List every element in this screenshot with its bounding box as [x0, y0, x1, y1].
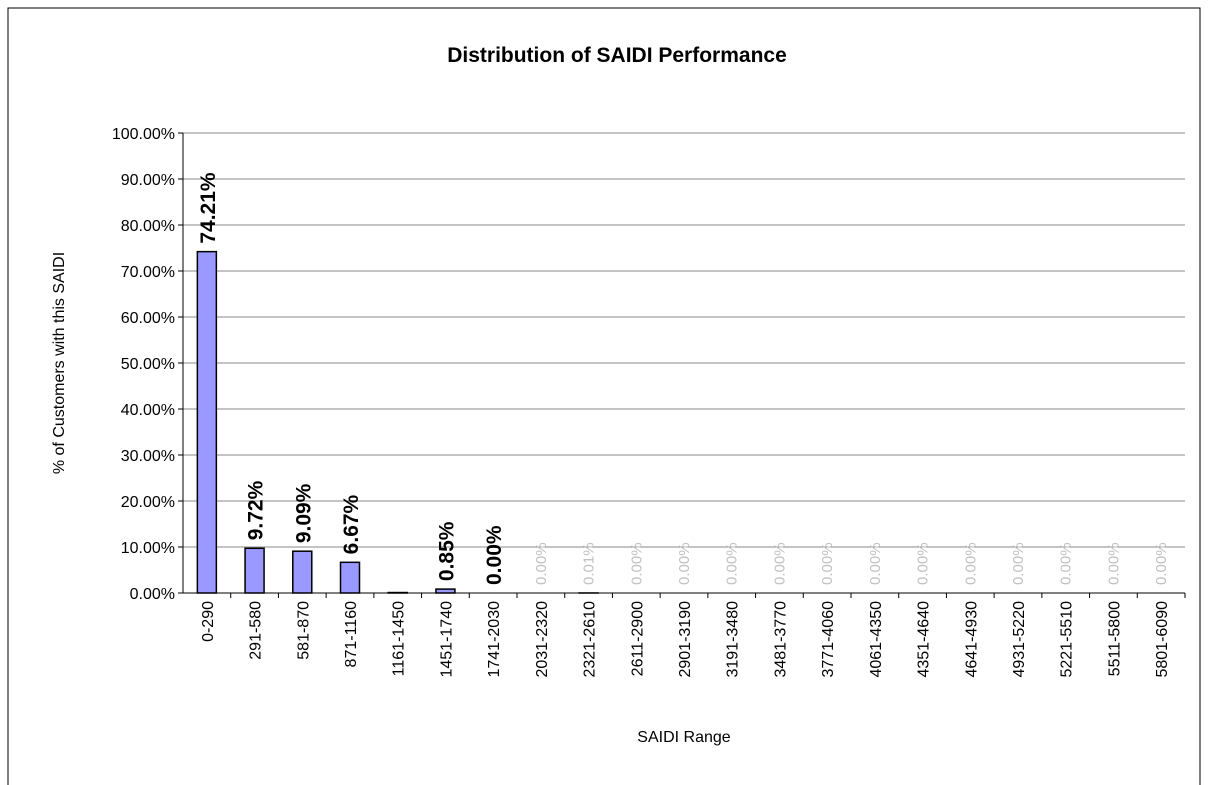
x-tick-label: 2321-2610 — [582, 601, 599, 678]
value-label: 9.09% — [292, 483, 315, 543]
bar — [244, 547, 265, 594]
x-tick-label: 4061-4350 — [868, 601, 885, 678]
value-label: 0.00% — [483, 525, 506, 585]
x-tick-label: 1741-2030 — [486, 601, 503, 678]
y-tick-label: 40.00% — [121, 402, 175, 419]
x-tick-label: 5801-6090 — [1154, 601, 1171, 678]
x-tick-label: 5511-5800 — [1106, 601, 1123, 676]
value-label: 0.00% — [533, 542, 550, 585]
x-tick-label: 2611-2900 — [629, 601, 646, 676]
x-tick-label: 3771-4060 — [820, 601, 837, 678]
x-tick-label: 291-580 — [248, 601, 265, 660]
value-label: 6.67% — [340, 494, 363, 554]
x-tick-label: 1451-1740 — [438, 601, 455, 678]
y-tick-label: 90.00% — [121, 172, 175, 189]
x-tick-label: 2901-3190 — [677, 601, 694, 678]
x-tick-label: 0-290 — [200, 601, 217, 642]
bar — [339, 561, 361, 594]
value-label: 0.00% — [1010, 542, 1027, 585]
value-label: 0.00% — [1153, 542, 1170, 585]
value-label: 0.00% — [1058, 542, 1075, 585]
value-label: 0.00% — [628, 542, 645, 585]
x-tick-label: 5221-5510 — [1059, 601, 1076, 678]
y-tick-label: 60.00% — [121, 310, 175, 327]
bar — [196, 250, 218, 594]
bar — [292, 550, 313, 594]
bar — [435, 588, 456, 594]
x-tick-label: 4351-4640 — [916, 601, 933, 678]
y-tick-label: 80.00% — [121, 218, 175, 235]
x-tick-label: 3481-3770 — [772, 601, 789, 678]
y-tick-label: 10.00% — [121, 540, 175, 557]
x-tick-label: 4931-5220 — [1011, 601, 1028, 678]
x-tick-label: 2031-2320 — [534, 601, 551, 678]
value-label: 0.01% — [581, 542, 598, 585]
y-tick-label: 50.00% — [121, 356, 175, 373]
value-label: 0.00% — [915, 542, 932, 585]
value-label: 0.00% — [676, 542, 693, 585]
x-tick-label: 871-1160 — [343, 601, 360, 668]
value-label: 0.00% — [771, 542, 788, 585]
value-label: 0.00% — [724, 542, 741, 585]
y-tick-label: 20.00% — [121, 494, 175, 511]
y-tick-label: 0.00% — [130, 586, 175, 603]
x-tick-label: 581-870 — [295, 601, 312, 660]
value-label: 9.72% — [245, 480, 268, 540]
x-axis-title: SAIDI Range — [637, 729, 730, 746]
y-tick-label: 30.00% — [121, 448, 175, 465]
x-tick-label: 1161-1450 — [391, 601, 408, 676]
y-axis-title: % of Customers with this SAIDI — [51, 252, 68, 474]
x-tick-label: 3191-3480 — [725, 601, 742, 678]
chart-title: Distribution of SAIDI Performance — [447, 44, 787, 67]
y-tick-label: 100.00% — [112, 126, 175, 143]
y-tick-label: 70.00% — [121, 264, 175, 281]
value-label: 0.00% — [962, 542, 979, 585]
value-label: 74.21% — [197, 172, 220, 244]
value-label: 0.00% — [819, 542, 836, 585]
value-label: 0.00% — [867, 542, 884, 585]
x-tick-label: 4641-4930 — [963, 601, 980, 678]
value-label: 0.85% — [435, 521, 458, 581]
value-label: 0.00% — [1105, 542, 1122, 585]
